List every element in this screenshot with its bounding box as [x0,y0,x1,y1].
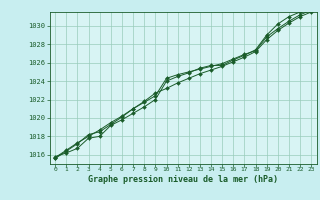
X-axis label: Graphe pression niveau de la mer (hPa): Graphe pression niveau de la mer (hPa) [88,175,278,184]
